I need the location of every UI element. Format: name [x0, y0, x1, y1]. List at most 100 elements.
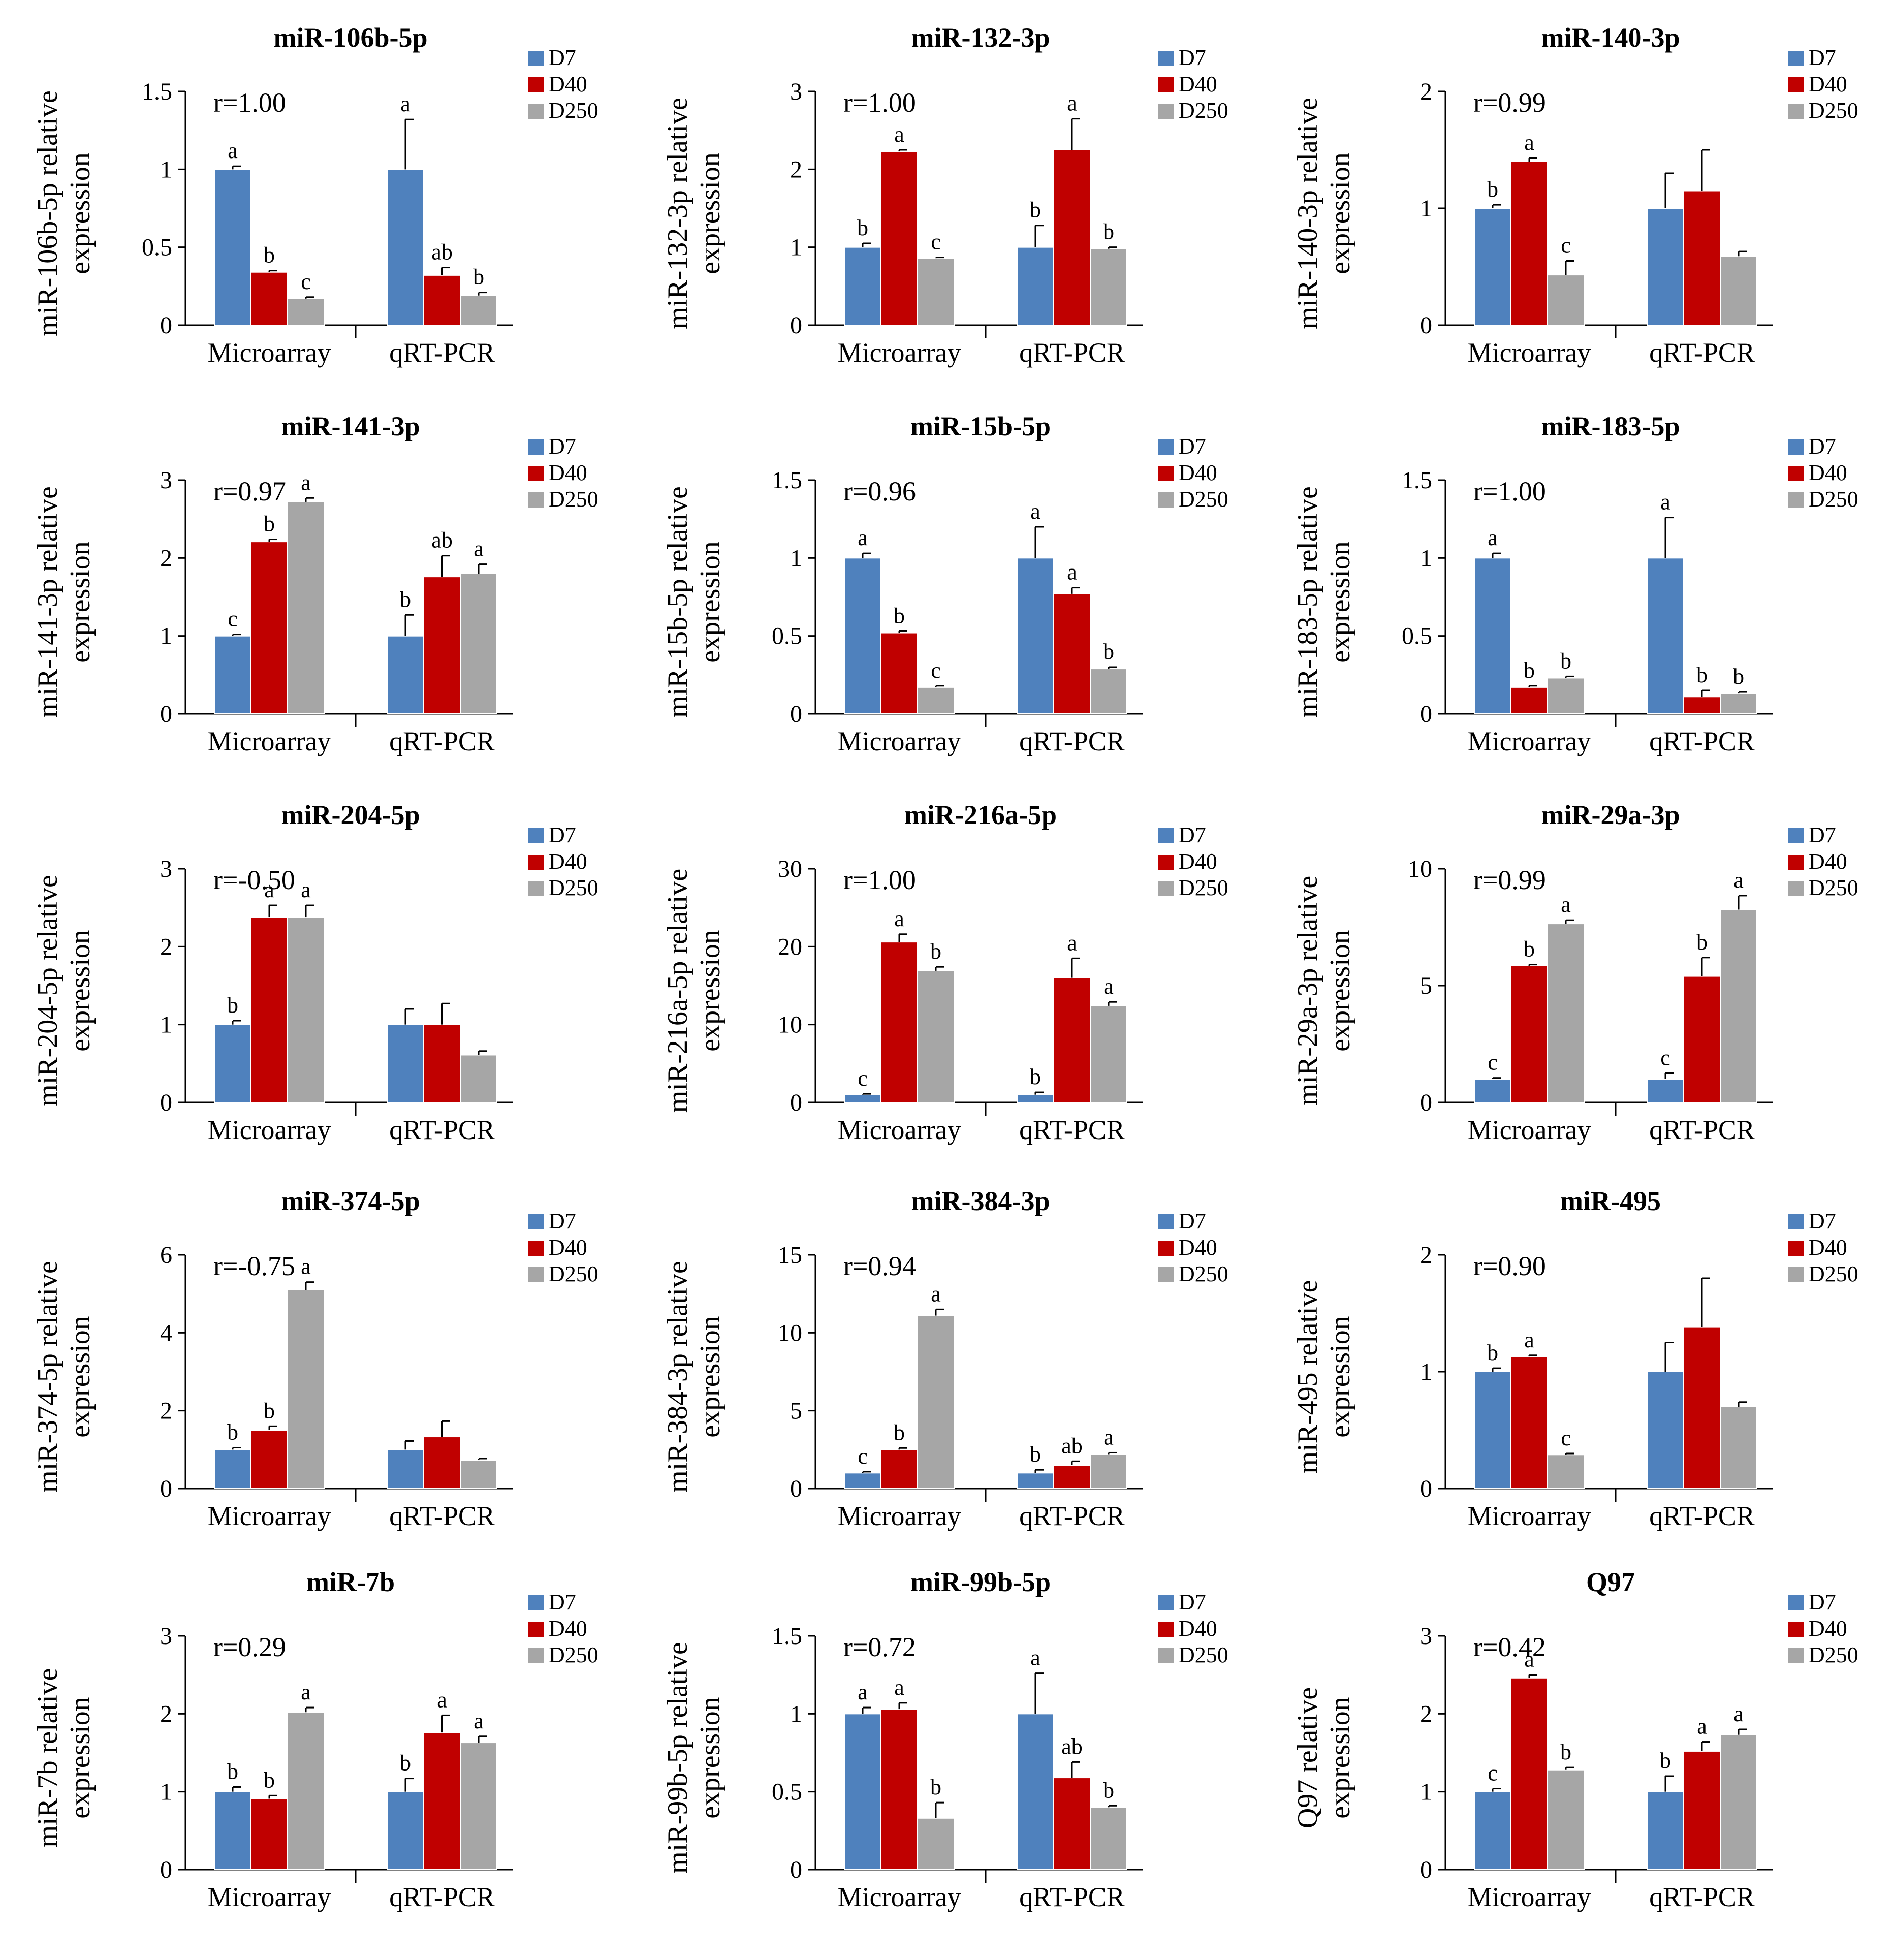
significance-letter: a [437, 1687, 447, 1712]
significance-letter: a [301, 1680, 311, 1704]
bar-d7 [1474, 557, 1511, 714]
x-category-label: Microarray [1468, 1882, 1591, 1912]
bar-d40 [250, 1430, 288, 1489]
y-axis-label-line1: miR-7b relative [32, 1668, 64, 1847]
correlation-label: r=0.99 [1473, 865, 1546, 895]
legend-swatch [1158, 77, 1174, 92]
bar-d40 [250, 541, 288, 714]
significance-letter: a [1103, 974, 1114, 999]
y-tick-label: 0 [1420, 1089, 1432, 1116]
y-tick-label: 1 [160, 1011, 172, 1038]
y-axis-label-line1: miR-140-3p relative [1292, 98, 1323, 329]
significance-letter: b [227, 1420, 238, 1445]
x-category-label: Microarray [1468, 337, 1591, 368]
significance-letter: a [228, 138, 238, 163]
significance-letter: b [227, 993, 238, 1018]
bar-d40 [250, 1798, 288, 1871]
legend-swatch [528, 1241, 544, 1256]
legend-label: D40 [1809, 1235, 1847, 1260]
y-axis-label-line2: expression [1324, 1316, 1356, 1438]
bar-d40 [1053, 1465, 1091, 1489]
chart-panel: miR-216a-5p miR-216a-5p relativeexpressio… [662, 800, 1228, 1145]
y-tick-label: 1.5 [772, 467, 802, 494]
y-tick-label: 3 [790, 78, 802, 105]
y-axis-label: miR-99b-5p relativeexpression [662, 1642, 726, 1874]
legend-swatch [1788, 104, 1804, 119]
significance-letter: a [1524, 1327, 1534, 1352]
significance-letter: c [858, 1066, 868, 1091]
significance-letter: b [1030, 1064, 1041, 1089]
x-category-label: Microarray [838, 726, 961, 756]
bar-d250 [1547, 923, 1585, 1103]
significance-letter: b [1487, 1340, 1498, 1365]
legend-swatch [528, 77, 544, 92]
legend-swatch [1788, 855, 1804, 870]
chart-panel: miR-99b-5p miR-99b-5p relativeexpression 0… [662, 1567, 1228, 1912]
y-tick-label: 3 [160, 467, 172, 494]
bar-d250 [1547, 274, 1585, 326]
chart-title: miR-141-3p [281, 411, 420, 441]
y-tick-label: 15 [778, 1242, 802, 1269]
significance-letter: a [1103, 1425, 1114, 1449]
x-category-label: qRT-PCR [389, 337, 495, 368]
y-tick-label: 6 [160, 1242, 172, 1269]
bar-d40 [880, 941, 918, 1103]
x-category-label: qRT-PCR [389, 1115, 495, 1145]
bar-d40 [880, 1709, 918, 1870]
legend-label: D7 [549, 45, 576, 70]
legend-label: D7 [1179, 45, 1206, 70]
y-axis-label-line2: expression [695, 541, 726, 663]
significance-letter: b [1660, 1748, 1671, 1773]
y-tick-label: 2 [160, 1700, 172, 1727]
legend-label: D250 [549, 487, 598, 512]
bar-d250 [1090, 1005, 1127, 1103]
y-axis-label: Q97 relativeexpression [1292, 1687, 1356, 1828]
significance-letter: a [858, 1680, 868, 1704]
correlation-label: r=0.96 [843, 476, 916, 507]
legend-label: D250 [549, 1261, 598, 1286]
y-tick-label: 0 [160, 1089, 172, 1116]
x-category-label: qRT-PCR [1019, 1882, 1125, 1912]
y-tick-label: 2 [1420, 1242, 1432, 1269]
y-axis-label-line2: expression [1324, 1697, 1356, 1819]
significance-letter: a [858, 525, 868, 550]
bar-d40 [1053, 149, 1091, 326]
significance-letter: b [1560, 1740, 1571, 1764]
legend-label: D7 [549, 434, 576, 459]
y-tick-label: 1.5 [1402, 467, 1432, 494]
bar-d7 [1474, 208, 1511, 326]
bar-d250 [917, 258, 955, 326]
y-tick-label: 2 [160, 545, 172, 572]
y-axis-label-line1: miR-29a-3p relative [1292, 876, 1323, 1106]
legend-swatch [1788, 1214, 1804, 1229]
significance-letter: a [894, 1675, 904, 1700]
significance-letter: b [1487, 177, 1498, 202]
significance-letter: b [1030, 198, 1041, 223]
y-tick-label: 1 [1420, 1358, 1432, 1385]
bar-d7 [387, 169, 424, 326]
legend-swatch [1158, 104, 1174, 119]
legend-label: D250 [1179, 1261, 1228, 1286]
legend-swatch [1788, 828, 1804, 843]
significance-letter: b [894, 603, 905, 628]
legend-label: D250 [549, 875, 598, 900]
legend-label: D7 [549, 1209, 576, 1234]
legend-label: D7 [1809, 823, 1836, 847]
significance-letter: c [1488, 1761, 1498, 1786]
chart-panel: miR-140-3p miR-140-3p relativeexpression 0… [1292, 22, 1858, 368]
bar-d40 [423, 274, 461, 326]
x-category-label: Microarray [208, 726, 331, 756]
y-axis-label-line1: miR-495 relative [1292, 1280, 1323, 1473]
y-axis-label-line1: miR-141-3p relative [32, 486, 64, 718]
legend-label: D40 [1809, 460, 1847, 485]
legend-label: D250 [1809, 98, 1858, 123]
legend-swatch [1158, 1267, 1174, 1282]
y-axis-label: miR-15b-5p relativeexpression [662, 486, 726, 718]
bar-d250 [287, 1289, 325, 1489]
significance-letter: b [1103, 219, 1114, 244]
y-tick-label: 2 [790, 156, 802, 183]
legend-swatch [1158, 51, 1174, 66]
bar-d40 [1683, 190, 1721, 326]
bar-d250 [1547, 677, 1585, 715]
bar-d250 [1090, 1453, 1127, 1489]
